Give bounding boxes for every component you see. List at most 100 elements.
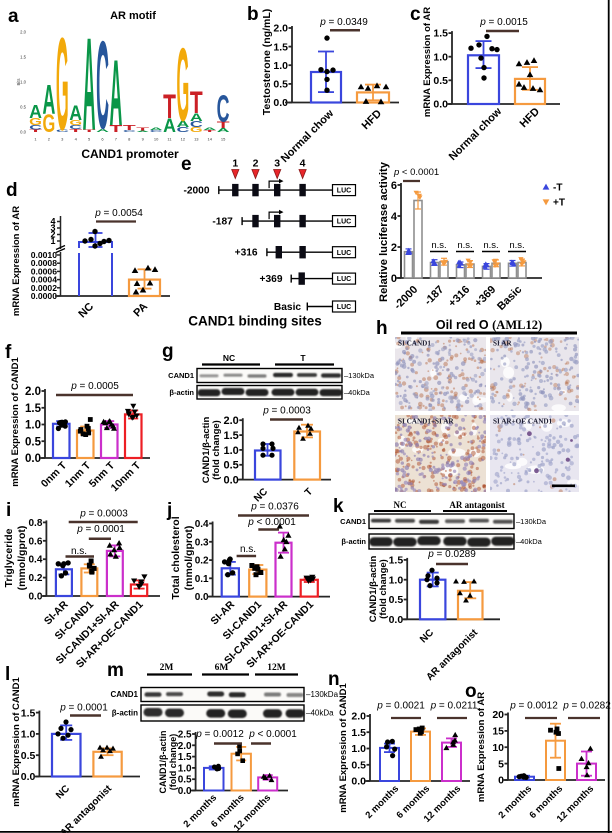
svg-text:6M: 6M [215, 663, 229, 673]
svg-text:0.5: 0.5 [224, 460, 239, 472]
svg-text:2.0: 2.0 [273, 23, 288, 35]
svg-text:Triglyceride: Triglyceride [3, 528, 15, 587]
svg-text:SI AR: SI AR [493, 340, 512, 348]
svg-text:2: 2 [50, 230, 55, 240]
svg-text:LUC: LUC [337, 188, 351, 195]
svg-text:mRNA Expression of AR: mRNA Expression of AR [11, 206, 22, 316]
svg-text:n.s.: n.s. [71, 546, 87, 557]
svg-text:1.5: 1.5 [433, 28, 448, 40]
svg-text:1.5: 1.5 [25, 403, 42, 415]
svg-text:0.0008: 0.0008 [31, 258, 58, 268]
svg-text:-187: -187 [212, 217, 233, 228]
svg-text:(mmol/gprot): (mmol/gprot) [183, 526, 195, 591]
svg-text:NC: NC [394, 500, 407, 510]
svg-text:p = 0.0349: p = 0.0349 [319, 17, 368, 28]
svg-text:1.0: 1.0 [25, 420, 41, 432]
svg-text:14: 14 [207, 137, 212, 142]
svg-text:CAND1 binding sites: CAND1 binding sites [188, 314, 322, 329]
svg-text:–130kDa: –130kDa [344, 371, 375, 380]
svg-text:p = 0.0001: p = 0.0001 [59, 703, 108, 714]
svg-text:0.0: 0.0 [273, 97, 288, 109]
svg-text:p = 0.0289: p = 0.0289 [427, 549, 476, 560]
svg-text:n.s.: n.s. [509, 240, 524, 251]
svg-text:0.0: 0.0 [21, 771, 36, 783]
svg-text:CAND1: CAND1 [168, 371, 194, 380]
svg-text:SI AR+OE CAND1: SI AR+OE CAND1 [493, 418, 553, 426]
svg-text:T: T [29, 129, 43, 133]
svg-text:0.5: 0.5 [433, 75, 448, 87]
svg-text:1.5: 1.5 [224, 430, 239, 442]
svg-text:LUC: LUC [337, 219, 351, 226]
svg-text:mRNA Expression of AR: mRNA Expression of AR [476, 692, 487, 802]
svg-text:0.0006: 0.0006 [31, 266, 58, 276]
svg-text:9: 9 [142, 137, 145, 142]
svg-text:A: A [42, 76, 55, 123]
svg-text:p = 0.0003: p = 0.0003 [262, 406, 311, 417]
svg-text:n.s.: n.s. [457, 240, 472, 251]
svg-text:0.8: 0.8 [28, 518, 42, 529]
svg-text:A: A [190, 112, 203, 124]
svg-text:12M: 12M [267, 663, 286, 673]
svg-text:+316: +316 [235, 248, 258, 259]
svg-text:l: l [5, 664, 10, 685]
svg-text:0.5: 0.5 [21, 750, 36, 762]
svg-text:G: G [177, 27, 190, 143]
svg-text:–130kDa: –130kDa [306, 690, 339, 699]
svg-text:0.0: 0.0 [25, 453, 41, 465]
svg-text:mRNA Expression of AR: mRNA Expression of AR [422, 7, 433, 117]
svg-text:f: f [5, 342, 12, 363]
svg-text:15: 15 [492, 726, 504, 738]
svg-text:0.0: 0.0 [433, 99, 448, 111]
svg-text:12: 12 [181, 137, 186, 142]
svg-text:g: g [162, 341, 174, 362]
svg-text:LUC: LUC [337, 276, 351, 283]
svg-text:Total cholesterol: Total cholesterol [170, 516, 182, 599]
svg-text:2M: 2M [160, 663, 174, 673]
svg-text:p = 0.0376: p = 0.0376 [250, 502, 299, 513]
svg-text:j: j [166, 500, 172, 521]
svg-text:mRNA Expression of CAND1: mRNA Expression of CAND1 [10, 357, 21, 487]
svg-text:2: 2 [391, 242, 397, 254]
svg-text:p = 0.0012: p = 0.0012 [195, 729, 244, 740]
svg-text:1.0: 1.0 [273, 60, 288, 72]
svg-text:(fold change): (fold change) [378, 559, 389, 619]
svg-text:15: 15 [221, 137, 226, 142]
svg-text:G: G [69, 119, 82, 127]
svg-text:0.0: 0.0 [178, 786, 192, 797]
svg-text:1: 1 [50, 236, 55, 246]
svg-text:CAND1/β-actin: CAND1/β-actin [201, 417, 212, 484]
svg-text:0: 0 [391, 273, 397, 285]
svg-text:0.4: 0.4 [28, 555, 42, 566]
svg-text:β-actin: β-actin [341, 537, 366, 546]
svg-text:11: 11 [167, 137, 172, 142]
svg-text:+T: +T [553, 198, 565, 209]
svg-text:T: T [69, 128, 83, 133]
svg-text:A: A [96, 128, 110, 134]
svg-text:A: A [203, 127, 216, 131]
svg-text:C: C [176, 126, 189, 134]
svg-text:0.5: 0.5 [178, 775, 192, 786]
svg-text:-T: -T [553, 183, 562, 194]
svg-text:0.0: 0.0 [28, 592, 42, 603]
svg-text:0.4: 0.4 [195, 519, 209, 530]
svg-text:G: G [29, 116, 42, 127]
svg-text:0.0010: 0.0010 [31, 250, 58, 260]
svg-text:β-actin: β-actin [169, 388, 194, 397]
svg-text:Testosterone (ng/mL): Testosterone (ng/mL) [261, 9, 273, 116]
svg-text:10: 10 [492, 742, 504, 754]
svg-text:T: T [203, 130, 216, 133]
svg-text:(fold change): (fold change) [168, 734, 178, 791]
svg-text:7: 7 [115, 137, 118, 142]
svg-text:LUC: LUC [337, 304, 351, 311]
svg-text:C: C [123, 129, 136, 132]
svg-text:–40kDa: –40kDa [306, 709, 334, 718]
svg-text:a: a [8, 6, 19, 27]
svg-text:A: A [29, 101, 42, 123]
svg-text:C: C [96, 15, 109, 155]
svg-text:mRNA Expression of CAND1: mRNA Expression of CAND1 [11, 677, 22, 807]
svg-text:Oil red O (AML12): Oil red O (AML12) [436, 318, 542, 332]
svg-text:d: d [6, 180, 18, 201]
svg-text:p = 0.0005: p = 0.0005 [70, 381, 119, 392]
svg-text:CAND1/β-actin: CAND1/β-actin [158, 731, 168, 794]
svg-text:n.s.: n.s. [483, 240, 498, 251]
